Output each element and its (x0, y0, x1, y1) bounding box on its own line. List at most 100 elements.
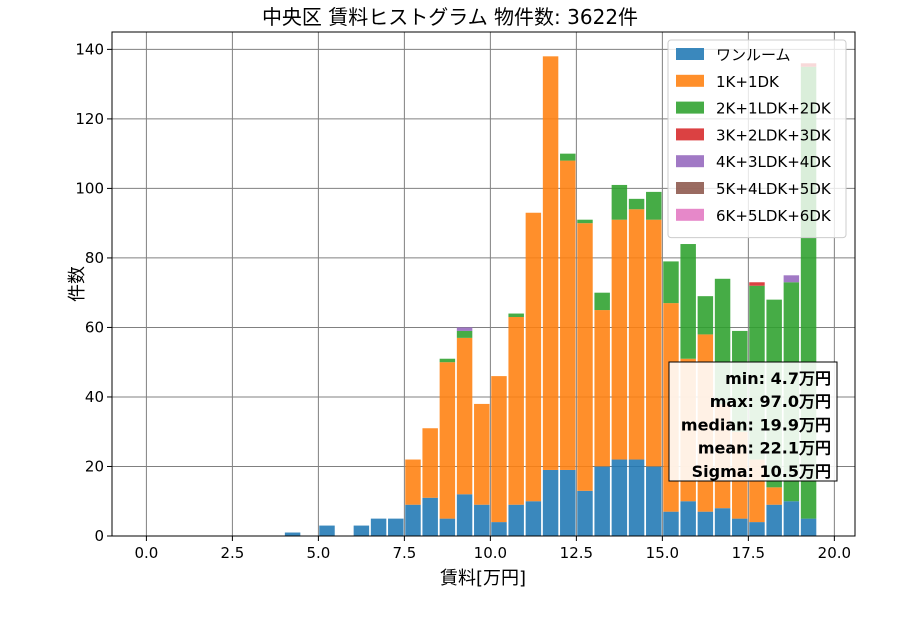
stats-line: max: 97.0万円 (710, 392, 831, 411)
x-tick-label: 12.5 (560, 544, 593, 562)
x-axis: 0.0 2.5 5.0 7.5 10.0 12.5 15.0 17.5 20.0 (134, 536, 851, 562)
y-tick-label: 100 (75, 179, 104, 197)
x-tick-label: 2.5 (220, 544, 244, 562)
bar-segment-0-bin-2 (319, 525, 335, 536)
x-tick-label: 7.5 (392, 544, 416, 562)
bar-segment-2-bin-17 (577, 219, 593, 224)
bar-segment-0-bin-24 (697, 511, 714, 536)
bar-segment-2-bin-9 (439, 358, 456, 363)
bar-segment-2-bin-18 (594, 292, 610, 311)
bar-segment-0-bin-27 (749, 522, 765, 536)
bar-segment-2-bin-21 (646, 191, 662, 220)
y-axis: 0 20 40 60 80 100 120 140 (75, 40, 112, 545)
legend-label: 1K+1DK (716, 73, 780, 91)
bar-segment-1-bin-28 (766, 487, 782, 505)
y-tick-label: 60 (85, 318, 104, 336)
legend-swatch (676, 48, 704, 60)
bar-segment-0-bin-7 (405, 504, 421, 536)
plot-frame (111, 31, 856, 537)
bar-segment-4-bin-10 (456, 327, 473, 331)
legend-swatch (676, 101, 704, 114)
legend-label: 2K+1LDK+2DK (716, 100, 832, 118)
bar-segment-2-bin-22 (663, 261, 679, 304)
bar-segment-1-bin-9 (439, 362, 456, 519)
bar-segment-0-bin-20 (628, 459, 645, 536)
bar-segment-0-bin-4 (353, 525, 370, 536)
bar-segment-2-bin-10 (456, 330, 473, 338)
legend-swatch (676, 208, 704, 221)
bar-segment-0-bin-25 (714, 508, 731, 536)
x-tick-label: 17.5 (732, 544, 765, 562)
bar-segment-1-bin-20 (628, 209, 645, 460)
bar-segment-1-bin-10 (456, 337, 473, 495)
bar-segment-0-bin-28 (766, 504, 782, 536)
bar-segment-0-bin-15 (542, 469, 559, 536)
y-tick-label: 120 (75, 110, 104, 128)
bar-segment-0-bin-21 (646, 466, 662, 536)
bar-segment-2-bin-24 (697, 296, 714, 335)
bar-segment-0-bin-14 (525, 501, 542, 536)
x-tick-label: 5.0 (306, 544, 330, 562)
bar-segment-0-bin-8 (422, 497, 438, 536)
bar-segment-1-bin-13 (508, 317, 524, 505)
bar-segment-1-bin-8 (422, 428, 438, 498)
x-tick-label: 20.0 (818, 544, 851, 562)
legend-label: 3K+2LDK+3DK (716, 126, 832, 144)
bar-segment-0-bin-9 (439, 518, 456, 536)
x-tick-label: 15.0 (646, 544, 679, 562)
bar-segment-1-bin-19 (611, 219, 628, 460)
bar-segment-0-bin-11 (474, 504, 490, 536)
legend-swatch (676, 128, 704, 141)
bar-segment-3-bin-27 (749, 282, 765, 286)
legend: ワンルーム 1K+1DK 2K+1LDK+2DK 3K+2LDK+3DK 4K+3LDK… (667, 39, 847, 239)
bar-segment-2-bin-16 (560, 153, 576, 161)
bar-segment-1-bin-11 (474, 403, 490, 505)
bar-segment-2-bin-20 (628, 198, 645, 210)
bar-segment-0-bin-22 (663, 511, 679, 536)
bar-segment-0-bin-19 (611, 459, 628, 536)
bar-segment-0-bin-17 (577, 490, 593, 536)
bar-segment-1-bin-18 (594, 310, 610, 467)
bar-segment-1-bin-17 (577, 223, 593, 491)
stats-line: min: 4.7万円 (725, 369, 831, 388)
bar-segment-0-bin-10 (456, 494, 473, 536)
x-tick-label: 10.0 (474, 544, 507, 562)
bar-segment-0-bin-23 (680, 501, 696, 536)
bar-segment-1-bin-14 (525, 212, 542, 502)
bar-segment-0-bin-12 (491, 522, 507, 536)
bar-segment-1-bin-15 (542, 56, 559, 470)
x-tick-label: 0.0 (134, 544, 158, 562)
legend-swatch (676, 74, 704, 87)
y-tick-label: 140 (75, 40, 104, 58)
bar-segment-0-bin-16 (560, 469, 576, 536)
y-tick-label: 0 (94, 527, 104, 545)
legend-label: ワンルーム (716, 46, 791, 64)
stats-box-frame (668, 361, 838, 482)
bar-segment-1-bin-16 (560, 160, 576, 470)
bar-segment-0-bin-26 (732, 518, 748, 536)
bar-segment-0-bin-5 (370, 518, 387, 536)
bar-segment-0-bin-0 (284, 532, 301, 536)
bar-segment-1-bin-12 (491, 376, 507, 523)
bar-segment-0-bin-29 (783, 501, 800, 536)
y-tick-label: 40 (85, 388, 104, 406)
legend-label: 6K+5LDK+6DK (716, 207, 832, 225)
stats-box: min: 4.7万円 max: 97.0万円 median: 19.9万円 mean:… (668, 361, 838, 482)
chart-title: 中央区 賃料ヒストグラム 物件数: 3622件 (262, 5, 638, 29)
legend-label: 5K+4LDK+5DK (716, 180, 832, 198)
bar-segment-0-bin-6 (388, 518, 404, 536)
legend-frame (667, 39, 847, 239)
bar-segment-0-bin-13 (508, 504, 524, 536)
bar-segment-0-bin-30 (800, 518, 817, 536)
bar-segment-1-bin-7 (405, 459, 421, 505)
y-axis-label: 件数 (67, 266, 88, 302)
bar-segment-2-bin-13 (508, 313, 524, 318)
legend-swatch (676, 155, 704, 168)
y-tick-label: 20 (85, 457, 104, 475)
stats-line: mean: 22.1万円 (698, 439, 831, 458)
legend-label: 4K+3LDK+4DK (716, 153, 832, 171)
stats-line: median: 19.9万円 (681, 415, 831, 434)
x-axis-label: 賃料[万円] (440, 568, 526, 589)
legend-swatch (676, 182, 704, 194)
